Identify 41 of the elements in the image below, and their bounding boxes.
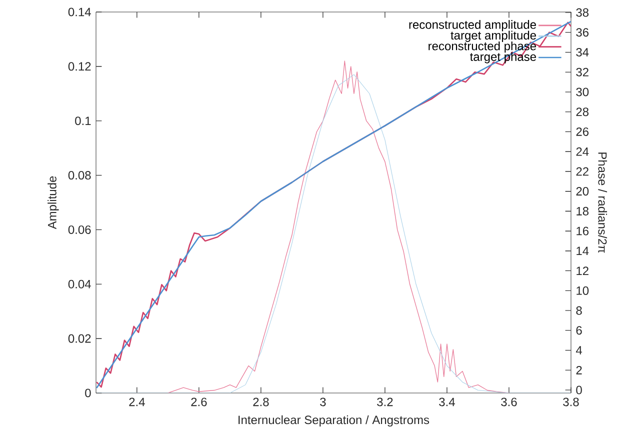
y2-tick-label: 2 [576,366,582,374]
y-tick-label: 0.1 [75,116,91,126]
y2-tick-label: 20 [576,187,589,196]
y-tick-label: 0.04 [68,280,91,288]
x-tick-label: 3 [320,398,326,406]
y2-axis-title: Phase / radians/2π [598,152,608,253]
y2-tick-label: 30 [576,88,589,96]
x-tick-label: 2.4 [129,398,145,406]
y2-tick-label: 8 [576,306,582,315]
legend-label: target amplitude [450,30,536,42]
y2-tick-label: 22 [576,167,588,176]
y-tick-label: 0.14 [68,8,91,16]
x-tick-label: 3.4 [439,398,455,406]
x-tick-label: 2.6 [191,398,207,406]
y-tick-label: 0.06 [68,225,91,234]
y2-tick-label: 18 [576,206,589,216]
y2-tick-label: 28 [576,108,589,116]
legend-label: reconstructed amplitude [409,20,536,32]
y2-tick-label: 34 [576,48,589,56]
y-tick-label: 0.12 [68,62,91,71]
x-tick-label: 3.2 [377,398,393,406]
x-tick-label: 2.8 [253,398,269,406]
y2-tick-label: 36 [576,28,589,37]
y2-tick-label: 38 [576,8,589,17]
y2-tick-label: 26 [576,127,589,136]
y2-tick-label: 10 [576,286,589,295]
y2-tick-label: 0 [576,386,582,394]
y-tick-label: 0.08 [68,171,91,180]
x-axis-title: Internuclear Separation / Angstroms [238,415,430,427]
x-tick-label: 3.6 [501,398,517,406]
y-axis-title: Amplitude [48,176,59,230]
y2-tick-label: 16 [576,226,589,236]
y2-tick-label: 4 [576,346,582,354]
y2-tick-label: 24 [576,147,589,156]
y2-tick-label: 6 [576,326,582,335]
y-tick-label: 0 [85,388,91,398]
x-tick-label: 3.8 [563,398,579,406]
y2-tick-label: 32 [576,68,588,76]
y2-tick-label: 14 [576,246,589,256]
y-tick-label: 0.02 [68,334,91,343]
y2-tick-label: 12 [576,266,588,275]
